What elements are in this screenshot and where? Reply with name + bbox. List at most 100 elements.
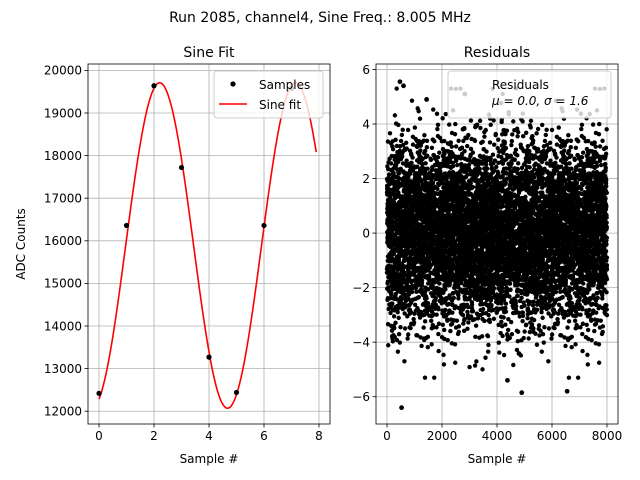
legend-sine-fit-label: Sine fit [259,98,301,112]
y-tick-label: 19000 [44,106,82,120]
residual-point [412,125,418,130]
residual-point [443,287,448,292]
residual-point [421,138,427,143]
residual-point [509,138,515,144]
residual-point [512,157,518,162]
residual-point [518,353,524,358]
residual-point [435,122,441,128]
residual-point [452,285,458,290]
x-tick-label: 2 [150,429,158,443]
residual-point [501,315,506,320]
residual-point [387,182,392,187]
residual-point [443,307,448,313]
residual-point [507,281,513,286]
residual-point [496,340,502,345]
residual-point [416,181,421,187]
residual-point [453,144,459,149]
residual-point [425,344,431,350]
residual-point [465,304,471,310]
residual-point [422,319,428,324]
residual-point [472,157,478,162]
residual-point [419,343,424,349]
residual-point [415,164,420,169]
residual-point [480,306,486,312]
residual-point [399,132,405,138]
residual-point [509,142,514,148]
residual-point [473,334,478,339]
residual-point [422,375,428,380]
residual-point [474,122,480,127]
residual-point [489,302,494,308]
residual-point [469,302,475,307]
residual-point [456,329,461,335]
residual-point [440,322,446,328]
residual-point [425,334,431,340]
residual-point [456,293,461,298]
residual-point [434,111,440,116]
residual-point [480,139,485,145]
residual-point [445,338,450,343]
residual-point [446,301,452,307]
residual-point [393,137,398,143]
residual-point [422,148,428,154]
residual-point [502,139,507,145]
legend-samples-marker [230,81,236,87]
residual-point [450,302,455,307]
residual-point [394,86,399,91]
residual-point [394,337,400,343]
residual-point [386,343,391,348]
residual-point [453,304,458,309]
residual-point [425,153,430,159]
residual-point [468,314,474,319]
residual-point [461,328,467,334]
residual-point [437,150,442,155]
residual-point [503,145,509,151]
residual-point [409,289,415,295]
residual-point [394,143,400,149]
residual-point [441,155,447,160]
residual-point [442,138,447,144]
sample-point [123,222,130,229]
residual-point [425,166,430,171]
residual-point [507,294,512,299]
y-tick-label: 13000 [44,362,82,376]
residual-point [419,277,425,283]
residual-point [459,145,465,150]
residual-point [388,310,393,316]
residual-point [490,152,496,157]
residual-point [451,295,456,301]
residual-point [448,328,453,334]
residual-point [436,321,442,326]
y-tick-label: 17000 [44,192,82,206]
residual-point [401,270,407,275]
residual-point [398,166,403,172]
residual-point [396,122,401,128]
residual-point [515,329,521,334]
residual-point [424,296,429,301]
residual-point [444,296,449,302]
residual-point [515,293,520,299]
residual-point [406,332,411,337]
residual-point [395,349,401,354]
residual-point [452,342,458,347]
residual-point [453,360,458,365]
residual-point [494,164,499,170]
residual-point [404,146,409,151]
residual-point [416,294,421,300]
residual-point [415,333,420,338]
y-tick-label: 16000 [44,234,82,248]
residual-point [500,333,505,339]
residual-point [443,171,448,176]
residual-point [462,126,467,131]
residual-point [408,325,413,331]
residual-point [455,162,460,168]
residual-point [466,320,471,325]
residual-point [392,334,397,339]
residual-point [436,348,441,354]
residual-point [456,138,461,143]
residual-point [402,326,408,331]
residual-point [431,107,436,112]
residual-point [450,160,456,166]
residual-point [465,143,470,149]
